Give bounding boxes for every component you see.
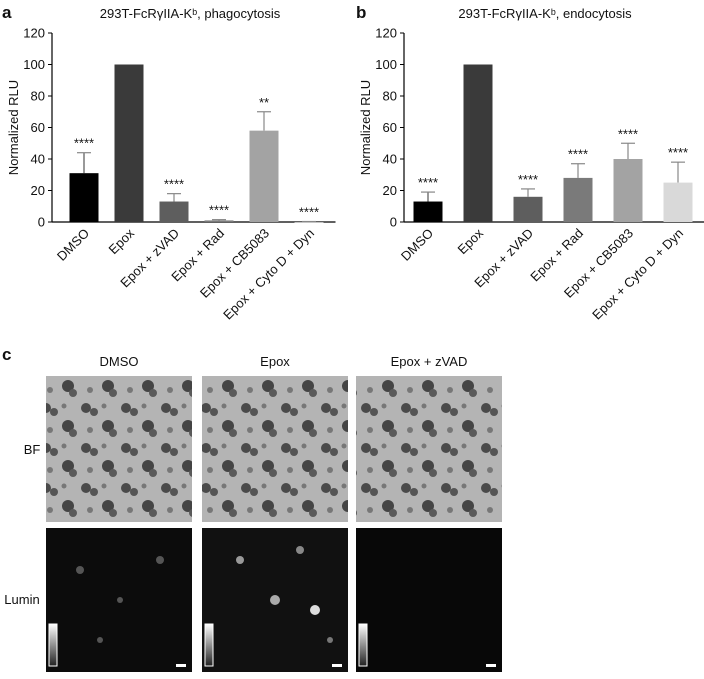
- y-tick-label: 100: [23, 57, 45, 72]
- bf-image: [202, 376, 348, 522]
- panel-label: c: [2, 345, 11, 364]
- y-tick-label: 0: [390, 215, 397, 230]
- bar: [663, 182, 693, 222]
- bar: [563, 177, 593, 222]
- significance: ****: [418, 175, 438, 190]
- x-tick-label: DMSO: [398, 226, 436, 264]
- column-label: DMSO: [100, 354, 139, 369]
- y-tick-label: 60: [383, 120, 397, 135]
- panel-label: b: [356, 3, 366, 22]
- bf-image: [46, 376, 192, 522]
- significance: ****: [668, 145, 688, 160]
- row-label: Lumin: [4, 592, 39, 607]
- y-tick-label: 120: [23, 26, 45, 41]
- significance: ****: [518, 172, 538, 187]
- y-tick-label: 120: [375, 26, 397, 41]
- lumin-spots: [76, 546, 333, 643]
- bar: [613, 159, 643, 222]
- x-tick-label: Epox + Cyto D + Dyn: [589, 226, 686, 323]
- chart-title: 293T-FcRγIIA-Kᵇ, endocytosis: [458, 6, 632, 21]
- significance: ****: [618, 126, 638, 141]
- row-label: BF: [24, 442, 41, 457]
- bar: [69, 173, 99, 222]
- y-tick-label: 40: [383, 152, 397, 167]
- x-tick-label: Epox: [455, 225, 487, 257]
- y-tick-label: 20: [383, 183, 397, 198]
- significance: ****: [74, 136, 94, 151]
- y-tick-label: 60: [31, 120, 45, 135]
- lumin-image: [356, 528, 502, 672]
- y-tick-label: 20: [31, 183, 45, 198]
- x-tick-label: DMSO: [54, 226, 92, 264]
- bar: [463, 64, 493, 222]
- column-label: Epox + zVAD: [391, 354, 468, 369]
- significance: **: [259, 95, 269, 110]
- scale-bars: [48, 623, 496, 667]
- x-tick-label: Epox: [106, 225, 138, 257]
- significance: ****: [164, 177, 184, 192]
- y-axis-label: Normalized RLU: [6, 80, 21, 175]
- bar: [159, 201, 189, 222]
- bar: [513, 196, 543, 222]
- bar: [249, 130, 279, 222]
- y-tick-label: 80: [383, 89, 397, 104]
- bf-image: [356, 376, 502, 522]
- y-axis-label: Normalized RLU: [358, 80, 373, 175]
- column-label: Epox: [260, 354, 290, 369]
- y-tick-label: 40: [31, 152, 45, 167]
- chart-title: 293T-FcRγIIA-Kᵇ, phagocytosis: [100, 6, 281, 21]
- y-tick-label: 100: [375, 57, 397, 72]
- y-tick-label: 0: [38, 215, 45, 230]
- x-tick-label: Epox + Cyto D + Dyn: [220, 226, 317, 323]
- bar: [413, 201, 443, 222]
- bar: [114, 64, 144, 222]
- significance: ****: [299, 205, 319, 220]
- significance: ****: [209, 203, 229, 218]
- bar: [204, 220, 234, 222]
- significance: ****: [568, 147, 588, 162]
- panel-label: a: [2, 3, 12, 22]
- y-tick-label: 80: [31, 89, 45, 104]
- bar: [294, 222, 324, 223]
- images: [46, 376, 502, 672]
